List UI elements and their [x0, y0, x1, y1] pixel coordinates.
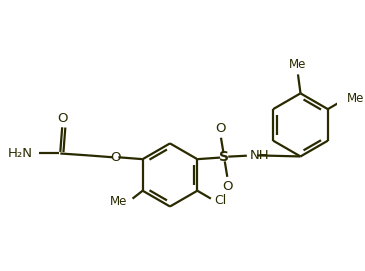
Text: S: S: [219, 150, 229, 164]
Text: Me: Me: [289, 58, 307, 71]
Text: NH: NH: [250, 149, 270, 162]
Text: H₂N: H₂N: [8, 147, 32, 160]
Text: Me: Me: [110, 195, 127, 208]
Text: O: O: [222, 180, 233, 193]
Text: O: O: [111, 151, 121, 164]
Text: Me: Me: [347, 92, 364, 105]
Text: O: O: [216, 122, 226, 135]
Text: Cl: Cl: [215, 194, 227, 207]
Text: O: O: [57, 112, 68, 125]
